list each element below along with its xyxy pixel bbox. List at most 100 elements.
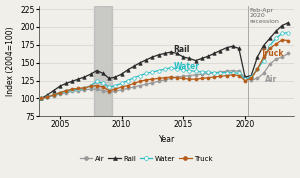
Text: Air: Air (265, 75, 277, 84)
Rail (83, 76, 86, 78)
Rail (206, 55, 210, 57)
Water (114, 85, 117, 87)
Water (188, 69, 191, 72)
Rail (120, 73, 123, 75)
Line: Water: Water (40, 31, 290, 100)
Truck (70, 88, 74, 90)
Air (188, 75, 191, 77)
Truck (188, 78, 191, 80)
Rail (64, 82, 68, 85)
Truck (89, 85, 92, 87)
Rail (182, 56, 185, 58)
Rail (231, 45, 235, 47)
Rail (249, 75, 253, 77)
Truck (64, 90, 68, 92)
Water (206, 71, 210, 73)
Air (231, 69, 235, 72)
Truck (126, 85, 130, 87)
Air (151, 82, 154, 84)
Air (200, 73, 204, 75)
Air (83, 89, 86, 91)
Rail (58, 85, 61, 87)
Water (286, 32, 290, 34)
Truck (95, 85, 99, 87)
Truck (218, 75, 222, 77)
Water (182, 69, 185, 71)
Air (274, 58, 278, 60)
Rail (46, 94, 49, 96)
Water (268, 44, 272, 47)
Truck (169, 76, 173, 78)
Water (144, 72, 148, 75)
Water (237, 72, 241, 75)
Rail (114, 76, 117, 78)
Water (76, 88, 80, 90)
Water (46, 96, 49, 98)
Water (83, 87, 86, 90)
Truck (262, 56, 266, 58)
Air (52, 95, 56, 97)
Text: Feb-Apr
2020
recession: Feb-Apr 2020 recession (249, 8, 279, 24)
Truck (280, 39, 284, 41)
Water (194, 70, 197, 72)
Y-axis label: Index (2004=100): Index (2004=100) (6, 26, 15, 96)
Air (243, 77, 247, 79)
Air (175, 76, 179, 78)
Truck (107, 90, 111, 92)
Truck (76, 87, 80, 90)
Rail (138, 62, 142, 64)
Rail (175, 52, 179, 54)
Air (76, 90, 80, 92)
Truck (138, 80, 142, 82)
X-axis label: Year: Year (158, 135, 175, 144)
Water (243, 78, 247, 80)
Air (157, 80, 160, 82)
Water (175, 68, 179, 70)
Truck (52, 94, 56, 96)
Rail (268, 37, 272, 40)
Water (132, 77, 136, 79)
Water (274, 37, 278, 40)
Legend: Air, Rail, Water, Truck: Air, Rail, Water, Truck (77, 153, 215, 164)
Water (126, 80, 130, 82)
Water (107, 86, 111, 88)
Truck (182, 77, 185, 80)
Rail (194, 59, 197, 62)
Rail (95, 69, 99, 72)
Water (169, 67, 173, 69)
Rail (39, 97, 43, 100)
Air (194, 74, 197, 76)
Truck (225, 75, 228, 77)
Water (212, 72, 216, 74)
Air (144, 83, 148, 85)
Air (212, 72, 216, 74)
Air (218, 71, 222, 73)
Water (231, 72, 235, 74)
Truck (175, 77, 179, 79)
Water (262, 59, 266, 62)
Water (58, 92, 61, 94)
Rail (126, 69, 130, 71)
Rail (256, 56, 259, 58)
Truck (256, 68, 259, 70)
Truck (151, 78, 154, 80)
Air (107, 91, 111, 93)
Truck (212, 76, 216, 78)
Truck (83, 87, 86, 89)
Rail (52, 90, 56, 92)
Air (268, 63, 272, 65)
Rail (157, 54, 160, 56)
Air (132, 86, 136, 88)
Water (256, 68, 259, 70)
Air (262, 72, 266, 75)
Air (225, 70, 228, 72)
Rail (218, 49, 222, 52)
Air (126, 87, 130, 90)
Air (101, 90, 105, 92)
Rail (286, 22, 290, 24)
Rail (89, 73, 92, 75)
Air (182, 75, 185, 77)
Water (120, 82, 123, 85)
Truck (237, 75, 241, 77)
Air (138, 85, 142, 87)
